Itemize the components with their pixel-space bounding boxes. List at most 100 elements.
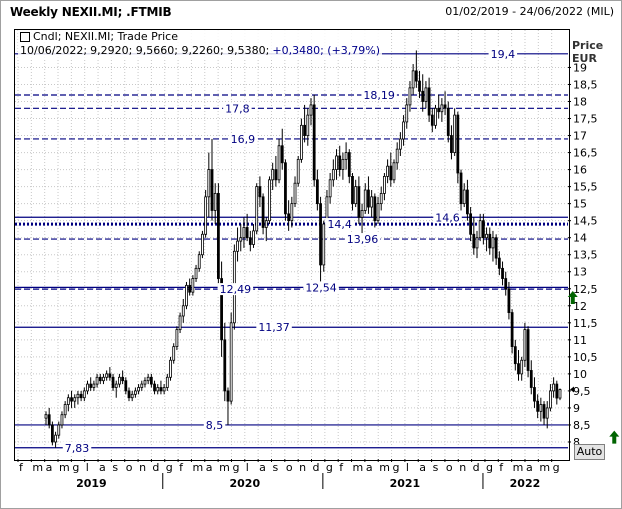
y-tick-label: 9 <box>573 402 580 415</box>
candle-body <box>383 176 386 194</box>
candle-body <box>165 376 169 388</box>
candle-body <box>411 70 415 89</box>
candle-body <box>533 387 536 402</box>
x-month-label: d <box>152 461 159 474</box>
x-month-label: l <box>406 461 409 474</box>
candle-body <box>497 257 501 269</box>
y-tick-label: 10,5 <box>573 351 598 364</box>
candle-body <box>351 176 354 205</box>
candle-body <box>143 380 147 385</box>
candle-body <box>172 346 176 361</box>
price-axis-title-price: Price <box>572 39 604 52</box>
candle-body <box>456 114 460 174</box>
x-month-label: g <box>232 461 239 474</box>
auto-scale-button[interactable]: Auto <box>574 444 605 460</box>
candle-body <box>520 359 524 375</box>
candle-body <box>245 227 249 239</box>
candle-body <box>558 389 562 399</box>
candle-body <box>421 90 425 102</box>
level-label-bg <box>203 418 226 431</box>
candle-body <box>552 383 556 392</box>
candle-body <box>127 390 131 399</box>
candle-body <box>86 383 89 392</box>
level-label-bg <box>344 233 381 246</box>
up-arrow-icon <box>567 290 578 304</box>
candle-body <box>459 172 463 205</box>
x-month-label: l <box>86 461 89 474</box>
y-tick-label: 13 <box>573 266 587 279</box>
candle-body <box>328 179 332 198</box>
y-tick-label: 17,5 <box>573 113 598 126</box>
candle-body <box>300 124 303 160</box>
candle-body <box>475 237 479 249</box>
candle-body <box>466 189 469 215</box>
candle-body <box>414 70 418 82</box>
candle-body <box>188 284 192 293</box>
candle-body <box>418 80 421 92</box>
candle-body <box>555 383 559 399</box>
level-label: 14,4 <box>327 218 352 231</box>
candle-body <box>95 376 99 385</box>
candle-body <box>341 158 345 170</box>
candle-body <box>427 87 431 116</box>
candle-body <box>175 329 179 348</box>
candle-body <box>494 237 498 259</box>
candle-body <box>258 186 262 198</box>
x-month-label: m <box>539 461 550 474</box>
candle-body <box>405 104 409 123</box>
candle-body <box>379 193 383 205</box>
candle-body <box>252 230 255 245</box>
candle-body <box>181 305 185 317</box>
level-label: 19,4 <box>491 48 515 61</box>
x-month-label: f <box>179 461 184 474</box>
candle-body <box>111 376 115 388</box>
level-label-bg <box>223 102 252 115</box>
x-month-label: m <box>219 461 230 474</box>
candle-body <box>73 397 77 402</box>
candle-body <box>255 186 259 232</box>
x-year-label: 2021 <box>390 477 421 490</box>
y-tick-label: 17 <box>573 130 587 143</box>
y-tick-label: 10 <box>573 368 587 381</box>
candle-body <box>169 359 172 378</box>
x-month-label: g <box>486 461 493 474</box>
y-tick-label: 16,5 <box>573 147 598 160</box>
current-price-marker-icon <box>570 386 574 393</box>
up-arrow-icon <box>609 430 620 444</box>
candle-body <box>367 189 370 208</box>
level-label-bg <box>228 132 258 145</box>
candle-body <box>277 145 281 181</box>
candle-body <box>395 148 399 164</box>
candle-body <box>335 155 338 170</box>
candle-body <box>354 186 358 205</box>
candle-body <box>306 114 310 136</box>
candle-body <box>529 370 533 388</box>
price-axis-title-currency: EUR <box>572 52 597 65</box>
x-month-label: n <box>139 461 146 474</box>
legend-swatch <box>20 32 30 42</box>
level-label: 18,19 <box>363 89 395 102</box>
candle-body <box>501 267 504 279</box>
date-range: 01/02/2019 - 24/06/2022 (MIL) <box>445 5 614 18</box>
candle-body <box>370 196 374 208</box>
x-month-label: m <box>379 461 390 474</box>
x-month-label: o <box>126 461 133 474</box>
x-month-label: g <box>72 461 79 474</box>
level-label-bg <box>361 89 397 102</box>
x-month-label: n <box>459 461 466 474</box>
candle-body <box>226 390 230 402</box>
candle-body <box>373 196 377 222</box>
x-month-label: d <box>473 461 480 474</box>
candles-group <box>44 50 562 448</box>
candle-body <box>453 114 457 153</box>
candle-body <box>79 393 83 399</box>
candle-body <box>549 390 552 409</box>
candle-body <box>319 203 322 266</box>
candle-body <box>60 414 64 426</box>
candle-body <box>284 162 287 215</box>
level-label-bg <box>325 218 354 231</box>
candle-body <box>408 87 412 106</box>
candle-body <box>124 380 128 392</box>
x-year-label: 2020 <box>229 477 260 490</box>
